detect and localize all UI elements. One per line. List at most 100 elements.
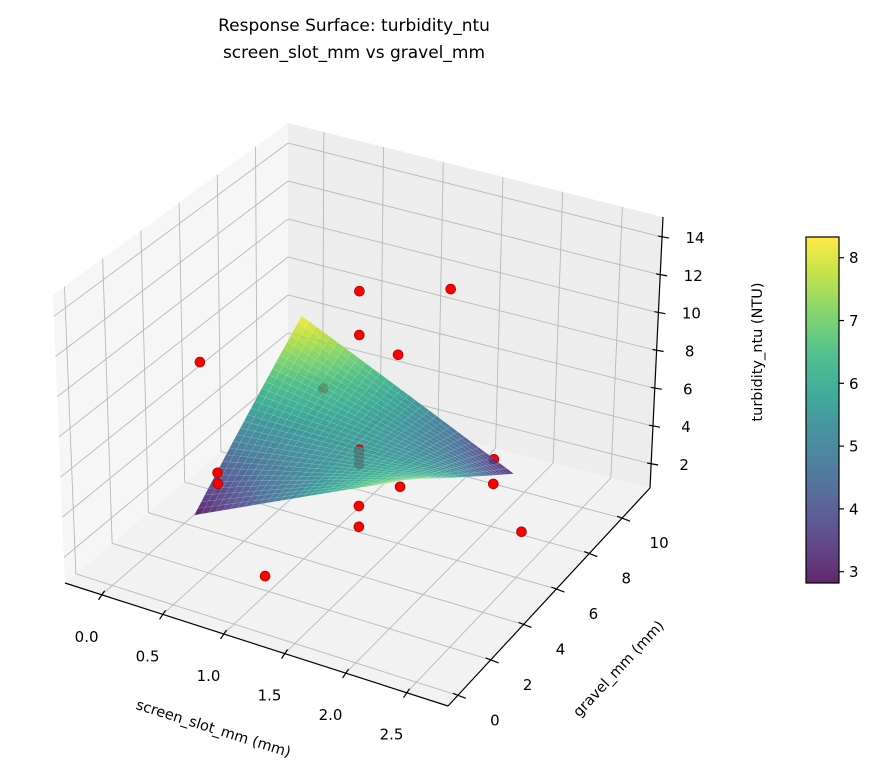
x-tick-label: 0.0 xyxy=(75,628,99,646)
x-tick-mark xyxy=(342,668,350,679)
y-tick-mark xyxy=(584,551,598,558)
x-tick-mark xyxy=(281,649,289,659)
z-tick-label: 12 xyxy=(684,267,703,285)
colorbar-tick-label: 5 xyxy=(849,438,859,456)
back-gridline-z xyxy=(287,218,659,314)
z-axis-label: turbidity_ntu (NTU) xyxy=(750,282,766,421)
floor-gridline-y xyxy=(112,542,491,661)
x-axis-label: screen_slot_mm (mm) xyxy=(134,697,293,761)
scatter-point xyxy=(445,283,457,295)
y-tick-mark xyxy=(452,692,467,699)
z-tick-mark xyxy=(648,424,661,428)
left-pane xyxy=(53,123,288,583)
left-gridline-z xyxy=(55,180,289,357)
x-axis-line xyxy=(64,582,449,707)
scatter-point xyxy=(394,481,406,493)
surface-patch xyxy=(432,476,444,479)
scatter-point xyxy=(353,329,365,341)
plot-content xyxy=(193,283,527,582)
back-gridline-x xyxy=(552,191,564,464)
z-tick-mark xyxy=(650,386,662,390)
z-tick-label: 4 xyxy=(681,418,691,436)
scatter-point xyxy=(392,349,404,361)
surface-patch xyxy=(492,469,505,476)
scatter-point xyxy=(259,570,271,582)
z-tick-label: 2 xyxy=(679,456,689,474)
left-gridline-z xyxy=(61,332,289,518)
surface-patch xyxy=(472,472,485,477)
z-tick-mark xyxy=(647,462,659,466)
scatter-point xyxy=(353,521,365,533)
left-gridline-y xyxy=(102,258,113,544)
y-tick-label: 8 xyxy=(621,570,631,588)
x-tick-mark xyxy=(159,610,167,620)
y-tick-mark xyxy=(616,515,631,522)
left-gridline-z xyxy=(60,294,289,478)
x-tick-mark xyxy=(98,590,106,601)
back-gridline-z xyxy=(287,256,657,351)
scatter-point xyxy=(353,500,365,512)
back-gridline-x xyxy=(495,176,504,449)
z-tick-mark xyxy=(657,235,670,239)
floor-gridline-x xyxy=(345,462,554,674)
x-tick-label: 0.5 xyxy=(136,647,160,665)
y-axis-label: gravel_mm (mm) xyxy=(571,618,668,721)
left-gridline-z xyxy=(58,256,289,438)
colorbar-tick-label: 4 xyxy=(849,500,859,518)
z-tick-label: 6 xyxy=(683,380,693,398)
scatter-point xyxy=(212,478,224,490)
left-gridline-y xyxy=(140,230,149,513)
scatter-point xyxy=(354,285,365,297)
y-tick-label: 6 xyxy=(589,605,599,623)
y-tick-label: 4 xyxy=(556,640,566,658)
z-tick-mark xyxy=(656,273,668,277)
z-tick-mark xyxy=(654,311,666,315)
left-gridline-y xyxy=(216,174,222,452)
surface-patch xyxy=(499,468,511,475)
chart-title: Response Surface: turbidity_ntu xyxy=(218,16,490,36)
left-gridline-z xyxy=(63,370,289,558)
x-tick-label: 1.0 xyxy=(197,667,221,685)
left-gridline-z xyxy=(56,218,289,398)
scatter-point xyxy=(487,478,499,490)
surface-patch xyxy=(429,477,440,479)
back-gridline-x xyxy=(437,161,444,434)
x-tick-label: 2.5 xyxy=(380,726,404,744)
back-gridline-z xyxy=(287,332,654,427)
z-tick-mark xyxy=(652,348,664,353)
x-tick-label: 2.0 xyxy=(319,706,343,724)
scatter-point xyxy=(516,526,527,538)
floor-gridline-y xyxy=(75,573,458,696)
left-gridline-y xyxy=(64,286,77,574)
y-tick-label: 0 xyxy=(490,711,500,729)
scatter-point xyxy=(194,356,206,368)
colorbar-tick-label: 3 xyxy=(849,563,859,581)
chart-subtitle: screen_slot_mm vs gravel_mm xyxy=(223,43,485,63)
z-tick-label: 10 xyxy=(682,305,701,323)
surface-patch xyxy=(486,470,498,476)
back-gridline-x xyxy=(379,146,384,419)
back-gridline-z xyxy=(287,142,663,238)
floor-gridline-x xyxy=(406,477,612,693)
x-tick-mark xyxy=(220,629,228,640)
surface-patch xyxy=(463,473,474,477)
colorbar-body xyxy=(805,236,840,584)
back-gridline-z xyxy=(287,294,655,389)
x-tick-mark xyxy=(403,688,411,699)
surface-patch xyxy=(404,478,416,481)
z-tick-label: 14 xyxy=(685,229,704,247)
y-axis-line xyxy=(447,487,651,707)
colorbar-tick-label: 7 xyxy=(849,312,859,330)
axes: 0.0 0.5 1.0 1.5 2.0 2.5 0 2 4 6 8 10 2 4 6 8 10 12 14 xyxy=(64,216,705,744)
back-gridline-x xyxy=(610,206,623,478)
y-tick-mark xyxy=(551,586,565,593)
colorbar-tick-label: 8 xyxy=(849,249,859,267)
y-tick-label: 2 xyxy=(523,676,533,694)
y-tick-mark xyxy=(485,657,499,664)
z-axis-line xyxy=(649,216,664,489)
floor-gridline-x xyxy=(284,447,496,654)
surface-patch xyxy=(469,472,481,477)
back-gridline-z xyxy=(287,180,661,276)
left-gridline-y xyxy=(255,146,258,421)
